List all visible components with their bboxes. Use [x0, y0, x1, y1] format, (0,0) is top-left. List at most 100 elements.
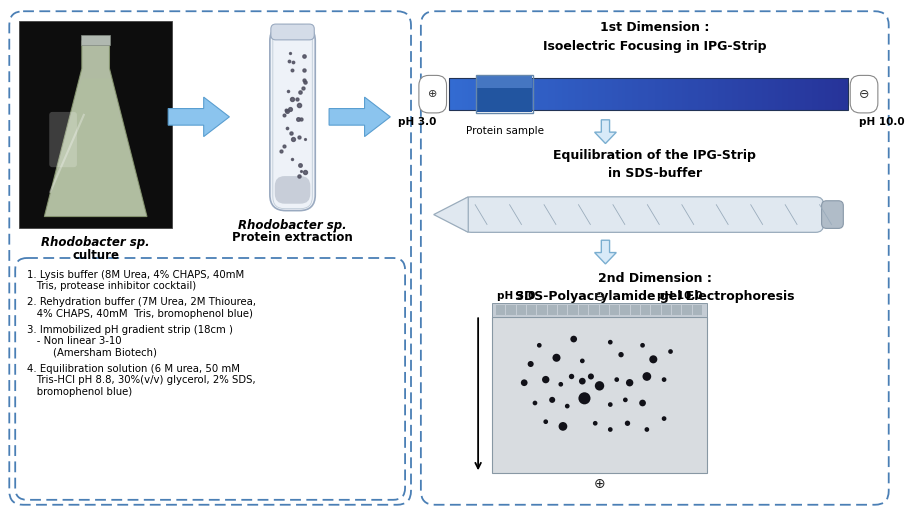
- Bar: [785, 78, 789, 110]
- FancyBboxPatch shape: [822, 201, 844, 229]
- Bar: [808, 78, 812, 110]
- Bar: [718, 78, 722, 110]
- Line: 2 pts: 2 pts: [682, 205, 694, 224]
- Circle shape: [625, 421, 630, 426]
- Text: Rhodobacter sp.: Rhodobacter sp.: [42, 236, 150, 249]
- Bar: [842, 78, 845, 110]
- Text: 3. Immobilized pH gradient strip (18cm ): 3. Immobilized pH gradient strip (18cm ): [27, 325, 233, 335]
- Text: Rhodobacter sp.: Rhodobacter sp.: [239, 218, 346, 232]
- Bar: [569, 305, 578, 315]
- Bar: [605, 78, 609, 110]
- Point: [654, 221, 665, 228]
- Line: 2 pts: 2 pts: [579, 205, 590, 224]
- Circle shape: [619, 352, 624, 358]
- Bar: [662, 78, 666, 110]
- Bar: [535, 78, 539, 110]
- Bar: [610, 305, 619, 315]
- Bar: [702, 78, 706, 110]
- Bar: [575, 78, 579, 110]
- Bar: [629, 78, 632, 110]
- Circle shape: [579, 378, 586, 384]
- Bar: [509, 78, 512, 110]
- Bar: [455, 78, 459, 110]
- Point: [608, 202, 619, 208]
- Text: Tris-HCl pH 8.8, 30%(v/v) glycerol, 2% SDS,: Tris-HCl pH 8.8, 30%(v/v) glycerol, 2% S…: [27, 376, 256, 385]
- Text: ⊖: ⊖: [594, 289, 605, 303]
- Text: 4% CHAPS, 40mM  Tris, bromophenol blue): 4% CHAPS, 40mM Tris, bromophenol blue): [27, 309, 253, 319]
- Bar: [788, 78, 792, 110]
- Bar: [838, 78, 842, 110]
- Bar: [477, 76, 532, 112]
- Bar: [668, 78, 672, 110]
- Text: Tris, protease inhibitor cocktail): Tris, protease inhibitor cocktail): [27, 281, 196, 291]
- Bar: [675, 78, 678, 110]
- Text: ⊕: ⊕: [594, 477, 605, 491]
- Point: [470, 202, 481, 208]
- Circle shape: [580, 359, 585, 363]
- Bar: [795, 78, 799, 110]
- Point: [688, 221, 699, 228]
- Circle shape: [662, 416, 667, 421]
- Bar: [735, 78, 739, 110]
- Text: 1. Lysis buffer (8M Urea, 4% CHAPS, 40mM: 1. Lysis buffer (8M Urea, 4% CHAPS, 40mM: [27, 270, 244, 280]
- Bar: [519, 78, 522, 110]
- FancyBboxPatch shape: [419, 75, 446, 113]
- Bar: [600, 305, 609, 315]
- Line: 2 pts: 2 pts: [648, 205, 659, 224]
- Bar: [492, 303, 707, 317]
- Circle shape: [559, 382, 563, 386]
- Bar: [506, 305, 515, 315]
- Bar: [81, 35, 111, 45]
- Bar: [619, 78, 622, 110]
- Bar: [537, 305, 547, 315]
- Bar: [477, 76, 532, 88]
- Bar: [527, 305, 536, 315]
- Polygon shape: [44, 41, 147, 217]
- Bar: [496, 305, 505, 315]
- Bar: [825, 78, 829, 110]
- FancyBboxPatch shape: [275, 176, 310, 204]
- Point: [757, 221, 768, 228]
- Circle shape: [521, 379, 528, 386]
- Bar: [708, 78, 712, 110]
- Circle shape: [642, 372, 651, 381]
- FancyBboxPatch shape: [9, 11, 411, 505]
- Circle shape: [608, 427, 612, 432]
- Bar: [768, 78, 772, 110]
- Bar: [728, 78, 732, 110]
- Text: 2. Rehydration buffer (7M Urea, 2M Thiourea,: 2. Rehydration buffer (7M Urea, 2M Thiou…: [27, 298, 256, 308]
- Line: 2 pts: 2 pts: [613, 205, 625, 224]
- Bar: [752, 78, 756, 110]
- Bar: [495, 78, 499, 110]
- Line: 2 pts: 2 pts: [544, 205, 556, 224]
- Bar: [581, 78, 586, 110]
- Bar: [732, 78, 736, 110]
- Bar: [469, 78, 473, 110]
- Bar: [499, 78, 502, 110]
- Bar: [589, 78, 592, 110]
- Bar: [631, 78, 636, 110]
- Bar: [532, 78, 536, 110]
- Bar: [672, 305, 681, 315]
- Bar: [545, 78, 549, 110]
- Bar: [569, 78, 572, 110]
- Bar: [492, 317, 707, 473]
- Text: 4. Equilibration solution (6 M urea, 50 mM: 4. Equilibration solution (6 M urea, 50 …: [27, 364, 240, 374]
- Bar: [615, 78, 619, 110]
- Bar: [688, 78, 692, 110]
- FancyBboxPatch shape: [850, 75, 878, 113]
- Bar: [571, 78, 576, 110]
- Bar: [492, 78, 495, 110]
- Circle shape: [579, 392, 590, 405]
- Bar: [782, 78, 785, 110]
- Bar: [755, 78, 759, 110]
- Bar: [561, 78, 566, 110]
- Bar: [541, 78, 546, 110]
- Polygon shape: [168, 97, 229, 137]
- Bar: [748, 78, 752, 110]
- Text: ⊖: ⊖: [859, 88, 869, 101]
- Bar: [601, 78, 606, 110]
- Text: pH 10.0: pH 10.0: [859, 117, 904, 127]
- Bar: [579, 78, 582, 110]
- Circle shape: [640, 343, 645, 348]
